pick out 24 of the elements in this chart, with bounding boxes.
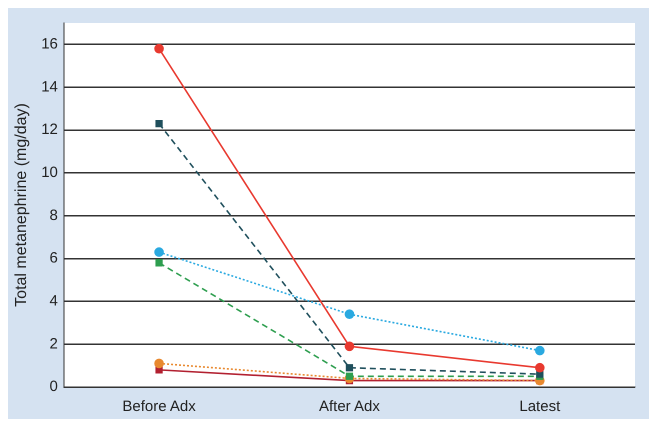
x-tick-label: Latest — [519, 398, 562, 416]
point — [346, 372, 354, 380]
point — [155, 120, 163, 128]
point — [154, 44, 164, 54]
y-tick-label: 14 — [41, 78, 58, 96]
x-tick-label: Before Adx — [122, 398, 196, 416]
x-tick-label: After Adx — [319, 398, 380, 416]
point — [535, 362, 545, 373]
point — [346, 364, 354, 372]
point — [344, 309, 354, 319]
point — [344, 342, 354, 352]
point — [154, 358, 164, 368]
y-tick-label: 16 — [41, 36, 58, 53]
y-axis-title: Total metanephrine (mg/day) — [13, 103, 30, 307]
y-tick-label: 4 — [50, 292, 58, 310]
point — [535, 346, 545, 356]
y-tick-label: 8 — [50, 206, 58, 224]
y-tick-label: 2 — [50, 335, 58, 352]
y-tick-label: 12 — [41, 121, 58, 138]
y-tick-label: 10 — [41, 164, 58, 182]
point — [155, 259, 163, 266]
y-tick-label: 6 — [50, 250, 58, 267]
y-tick-label: 0 — [50, 378, 58, 396]
point — [154, 247, 164, 257]
